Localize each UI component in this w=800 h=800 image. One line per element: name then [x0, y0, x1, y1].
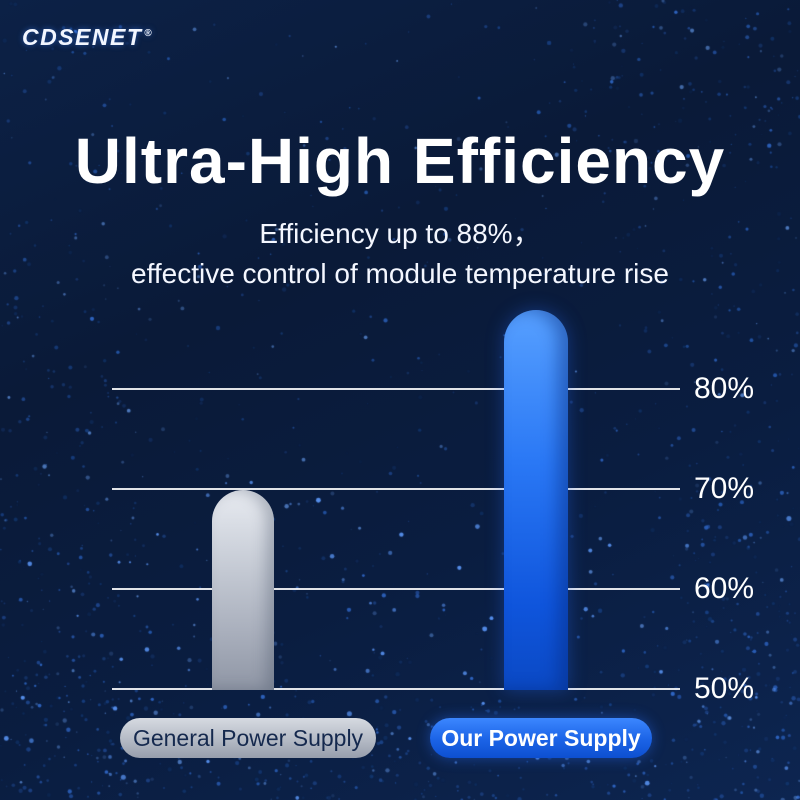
subtitle: Efficiency up to 88%， effective control …: [0, 214, 800, 294]
bar-our-power-supply: [504, 310, 568, 690]
registered-mark: ®: [144, 28, 154, 40]
gridline-70%: [112, 488, 680, 490]
y-tick-label: 80%: [694, 372, 755, 405]
gridline-80%: [112, 388, 680, 390]
y-tick-label: 60%: [694, 572, 755, 605]
page-title: Ultra-High Efficiency: [74, 125, 726, 197]
y-tick-label: 70%: [694, 472, 755, 505]
label-our-power-supply: Our Power Supply: [430, 718, 652, 758]
subtitle-line-2: effective control of module temperature …: [131, 258, 669, 289]
efficiency-bar-chart: 50% 60% 70% 80%: [112, 300, 754, 705]
bar-general-power-supply: [212, 490, 274, 690]
gridline-50%: [112, 688, 680, 690]
brand-name: CDSENET: [22, 24, 143, 50]
label-general-power-supply: General Power Supply: [120, 718, 376, 758]
subtitle-line-1: Efficiency up to 88%，: [259, 218, 541, 249]
y-tick-label: 50%: [694, 672, 755, 705]
gridline-60%: [112, 588, 680, 590]
brand-logo: CDSENET ®: [22, 24, 153, 51]
